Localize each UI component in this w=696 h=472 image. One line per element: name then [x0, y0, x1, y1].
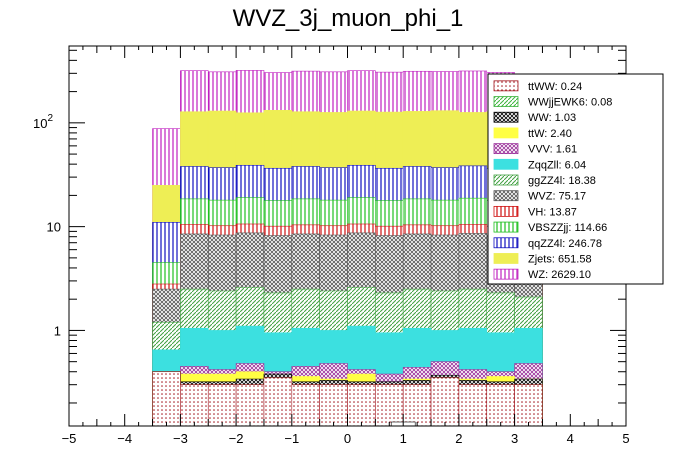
legend-swatch: [493, 143, 519, 155]
x-tick-label: 4: [567, 431, 574, 446]
legend-label: ZqqZll: 6.04: [528, 159, 586, 171]
bar-ttWW-9: [402, 384, 432, 427]
legend-swatch: [493, 158, 519, 170]
bar-ttWW-3: [235, 384, 265, 427]
bar-ttWW-13: [514, 384, 543, 427]
x-tick-label: 0: [344, 431, 351, 446]
legend-swatch: [493, 221, 519, 233]
legend-label: VVV: 1.61: [528, 144, 577, 156]
x-tick-label: 2: [455, 431, 462, 446]
bar-ttWW-12: [486, 384, 515, 427]
legend-label: WZ: 2629.10: [528, 269, 591, 281]
legend-label: ttWW: 0.24: [528, 81, 582, 93]
bar-ttWW-1: [180, 384, 209, 427]
legend-label: ttW: 2.40: [528, 128, 572, 140]
x-tick-label: 1: [400, 431, 407, 446]
y-tick-exponent: 2: [47, 113, 53, 124]
legend-label: ggZZ4l: 18.38: [528, 175, 596, 187]
legend-label: WVZ: 75.17: [528, 191, 586, 203]
y-tick-label: 102: [33, 113, 53, 131]
legend-swatch: [493, 111, 519, 123]
legend-swatch: [493, 253, 519, 264]
bar-ttWW-2: [207, 384, 237, 427]
x-axis: −5 −4 −3 −2 −1 0 1 2 3 4 5: [62, 46, 630, 446]
chart-title: WVZ_3j_muon_phi_1: [233, 5, 464, 32]
legend: ttWW: 0.24 WWjjEWK6: 0.08 WW: 1.03 ttW: 2.4…: [487, 73, 664, 285]
bar-ttWW-7: [347, 384, 376, 427]
legend-swatch: [493, 127, 519, 139]
legend-swatch: [493, 190, 519, 202]
bar-ttWW-11: [458, 384, 488, 427]
legend-swatch: [493, 174, 519, 186]
x-tick-label: −5: [62, 431, 77, 446]
y-tick-label: 10: [47, 220, 61, 235]
legend-label: WW: 1.03: [528, 112, 576, 124]
bar-ttWW-4: [263, 377, 293, 427]
bar-ttWW-8: [375, 384, 404, 427]
x-tick-label: −2: [229, 431, 244, 446]
legend-label: qqZZ4l: 246.78: [528, 238, 602, 250]
y-tick-label: 1: [54, 323, 61, 338]
x-tick-label: −1: [284, 431, 299, 446]
bar-ttWW-5: [291, 384, 320, 427]
bar-ttWW-6: [319, 384, 348, 427]
bar-ttWW-10: [430, 377, 460, 427]
legend-label: WWjjEWK6: 0.08: [528, 97, 612, 109]
bar-ttWW-0: [152, 371, 181, 427]
legend-swatch: [493, 268, 519, 280]
x-tick-label: 3: [511, 431, 518, 446]
x-tick-label: 5: [622, 431, 629, 446]
legend-swatch: [493, 237, 519, 249]
x-tick-label: −4: [117, 431, 132, 446]
legend-swatch: [493, 205, 519, 217]
histogram-bars: [152, 70, 543, 427]
legend-label: VBSZZjj: 114.66: [528, 222, 607, 234]
legend-swatch: [493, 80, 519, 92]
legend-swatch: [493, 96, 519, 107]
x-tick-label: −3: [173, 431, 188, 446]
legend-label: Zjets: 651.58: [528, 253, 592, 265]
legend-label: VH: 13.87: [528, 206, 577, 218]
